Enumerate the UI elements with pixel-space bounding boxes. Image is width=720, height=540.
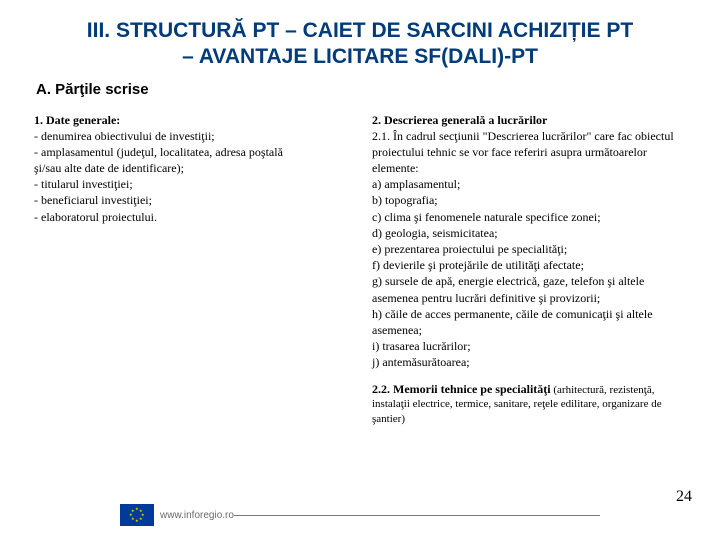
col2-item: g) sursele de apă, energie electrică, ga… — [372, 273, 686, 305]
footer-rule-wrap: ★ ★ ★ ★ ★ ★ ★ ★ www.inforegio.ro — [0, 504, 720, 526]
col1-heading: 1. Date generale: — [34, 112, 348, 128]
col1-item: - beneficiarul investiţiei; — [34, 192, 348, 208]
col2-item: d) geologia, seismicitatea; — [372, 225, 686, 241]
col1-item: - amplasamentul (judeţul, localitatea, a… — [34, 144, 348, 160]
col2-item: c) clima şi fenomenele naturale specific… — [372, 209, 686, 225]
col1-item: - denumirea obiectivului de investiţii; — [34, 128, 348, 144]
col2-item: b) topografia; — [372, 192, 686, 208]
column-left: 1. Date generale: - denumirea obiectivul… — [34, 112, 348, 428]
col2-item: e) prezentarea proiectului pe specialită… — [372, 241, 686, 257]
col2-item: f) devierile şi protejările de utilităţi… — [372, 257, 686, 273]
col2-item: i) trasarea lucrărilor; — [372, 338, 686, 354]
col2-heading: 2. Descrierea generală a lucrărilor — [372, 112, 686, 128]
footer-url: www.inforegio.ro — [160, 510, 234, 521]
col2-lead: 2.1. În cadrul secţiunii "Descrierea luc… — [372, 128, 686, 177]
col1-item: - elaboratorul proiectului. — [34, 209, 348, 225]
section-subheading: A. Părţile scrise — [36, 81, 686, 98]
col2-item: j) antemăsurătoarea; — [372, 354, 686, 370]
slide-title: III. STRUCTURĂ PT – CAIET DE SARCINI ACH… — [34, 18, 686, 71]
eu-star-ring: ★ ★ ★ ★ ★ ★ ★ ★ — [129, 507, 145, 523]
col2-item: a) amplasamentul; — [372, 176, 686, 192]
title-line-1: III. STRUCTURĂ PT – CAIET DE SARCINI ACH… — [87, 19, 633, 42]
two-column-body: 1. Date generale: - denumirea obiectivul… — [34, 112, 686, 428]
column-right: 2. Descrierea generală a lucrărilor 2.1.… — [372, 112, 686, 428]
col2-item: h) căile de acces permanente, căile de c… — [372, 306, 686, 338]
footer-rule — [234, 515, 600, 516]
col1-item: şi/sau alte date de identificare); — [34, 160, 348, 176]
title-line-2: – AVANTAJE LICITARE SF(DALI)-PT — [182, 45, 538, 68]
footer: ★ ★ ★ ★ ★ ★ ★ ★ www.inforegio.ro — [0, 504, 720, 526]
slide: III. STRUCTURĂ PT – CAIET DE SARCINI ACH… — [0, 0, 720, 540]
memo-lead: 2.2. Memorii tehnice pe specialităţi — [372, 382, 551, 396]
col1-item: - titularul investiţiei; — [34, 176, 348, 192]
col2-memo: 2.2. Memorii tehnice pe specialităţi (ar… — [372, 381, 686, 428]
eu-flag-icon: ★ ★ ★ ★ ★ ★ ★ ★ — [120, 504, 154, 526]
